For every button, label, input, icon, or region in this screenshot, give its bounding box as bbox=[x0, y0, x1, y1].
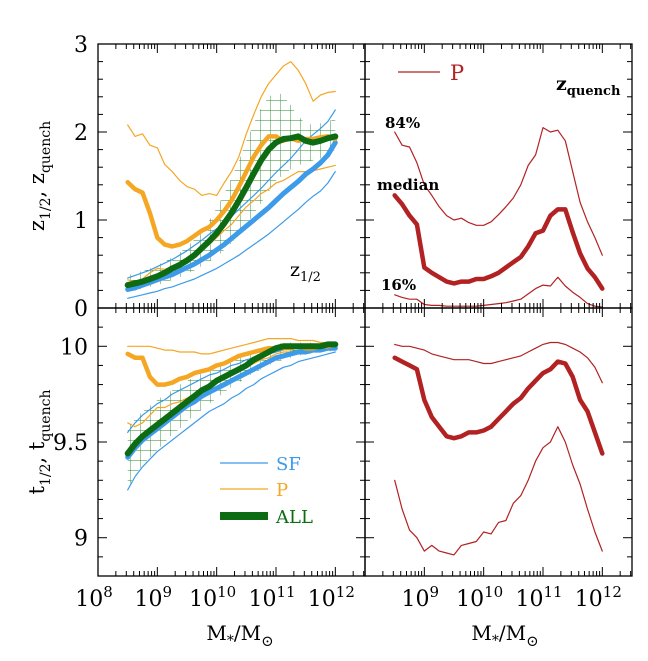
xlabel-m: M bbox=[471, 621, 491, 645]
xlabel-sun: ⊙ bbox=[526, 632, 539, 650]
x-tick-base: 10 bbox=[135, 587, 163, 612]
y-axis-label: z1/2, zquench bbox=[25, 121, 54, 231]
xlabel-slash: /M bbox=[234, 621, 261, 645]
y-tick-label: 0 bbox=[74, 297, 88, 322]
x-tick-label: 1011 bbox=[515, 583, 562, 612]
quench-p16-line bbox=[394, 426, 603, 556]
panel-top-left bbox=[124, 60, 339, 299]
all-median-line bbox=[124, 341, 339, 457]
x-tick-label: 1011 bbox=[248, 583, 295, 612]
quench-p84-line bbox=[394, 126, 603, 256]
xlabel-m: M bbox=[206, 621, 226, 645]
x-tick-label: 109 bbox=[402, 583, 440, 612]
sf-p16-line bbox=[127, 171, 336, 299]
x-tick-label: 1012 bbox=[575, 583, 622, 612]
y-axis-label: t1/2, tquench bbox=[25, 390, 54, 495]
y-axis-label-part: , bbox=[25, 457, 49, 464]
panel-frame bbox=[97, 43, 366, 309]
x-tick-label: 108 bbox=[75, 583, 113, 612]
panel-bottom-right bbox=[392, 341, 605, 556]
x-tick-base: 10 bbox=[402, 587, 430, 612]
median-label: median bbox=[377, 176, 439, 194]
x-tick-base: 10 bbox=[456, 587, 484, 612]
x-tick-label: 1012 bbox=[308, 583, 355, 612]
y-axis-label-part: t bbox=[25, 441, 49, 450]
z-half-label-main: z bbox=[290, 259, 300, 281]
x-tick-base: 10 bbox=[248, 587, 276, 612]
x-tick-exp: 12 bbox=[336, 583, 355, 601]
all-hatch-band bbox=[127, 92, 336, 292]
x-tick-label: 1010 bbox=[456, 583, 503, 612]
y-tick-label: 10 bbox=[60, 335, 88, 360]
x-tick-base: 10 bbox=[308, 587, 336, 612]
x-tick-exp: 8 bbox=[103, 583, 113, 601]
panel-top-right bbox=[392, 126, 605, 308]
z-quench-label: zquench bbox=[556, 73, 621, 99]
x-axis-label: M*/M⊙ bbox=[471, 621, 538, 650]
all-hatch-band bbox=[127, 342, 336, 488]
x-tick-base: 10 bbox=[75, 587, 103, 612]
quench-median-line bbox=[392, 355, 605, 456]
sf-median-line bbox=[125, 345, 338, 460]
y-axis-label-part: z bbox=[25, 173, 49, 184]
xlabel-star: * bbox=[492, 633, 499, 649]
y-axis-label-part: quench bbox=[38, 390, 54, 442]
pct16-label: 16% bbox=[381, 276, 416, 294]
x-tick-base: 10 bbox=[575, 587, 603, 612]
z-half-label: z1/2 bbox=[290, 259, 321, 285]
y-axis-label-part: 1/2 bbox=[38, 197, 54, 220]
legend-label-all: ALL bbox=[275, 507, 313, 528]
y-axis-label-part bbox=[25, 184, 49, 191]
x-tick-exp: 11 bbox=[276, 583, 295, 601]
xlabel-slash: /M bbox=[499, 621, 526, 645]
all-median-line bbox=[124, 133, 339, 289]
y-tick-label: 1 bbox=[74, 209, 88, 234]
xlabel-star: * bbox=[227, 633, 234, 649]
z-half-label-sub: 1/2 bbox=[300, 270, 321, 285]
x-tick-exp: 10 bbox=[217, 583, 236, 601]
sf-p16-line bbox=[127, 351, 336, 491]
y-tick-label: 9.5 bbox=[53, 431, 88, 456]
x-tick-base: 10 bbox=[189, 587, 217, 612]
y-tick-label: 3 bbox=[74, 33, 88, 58]
y-axis-label-part: quench bbox=[38, 121, 54, 173]
quench-p84-line bbox=[394, 341, 603, 384]
panel-bottom-left bbox=[124, 338, 339, 491]
z-quench-label-main: z bbox=[556, 73, 567, 95]
quench-median-line bbox=[392, 193, 605, 291]
p-p84-line bbox=[127, 60, 336, 196]
y-axis-label-part bbox=[25, 450, 49, 457]
pct84-label: 84% bbox=[385, 114, 420, 132]
legend-label-p: P bbox=[276, 480, 288, 501]
z-quench-label-sub: quench bbox=[567, 84, 621, 99]
y-tick-label: 2 bbox=[74, 121, 88, 146]
panel-frame bbox=[364, 307, 633, 577]
x-tick-base: 10 bbox=[515, 587, 543, 612]
y-axis-label-part: t bbox=[25, 485, 49, 494]
y-axis-label-part: z bbox=[25, 220, 49, 231]
legend-label-sf: SF bbox=[276, 454, 301, 475]
y-axis-label-part: 1/2 bbox=[38, 463, 54, 486]
y-tick-label: 9 bbox=[74, 527, 88, 552]
p-legend-label: P bbox=[450, 61, 464, 85]
x-tick-exp: 12 bbox=[603, 583, 622, 601]
xlabel-sun: ⊙ bbox=[261, 632, 274, 650]
x-tick-exp: 10 bbox=[484, 583, 503, 601]
x-tick-exp: 9 bbox=[430, 583, 440, 601]
quench-p16-line bbox=[394, 276, 603, 308]
x-tick-label: 109 bbox=[135, 583, 173, 612]
x-tick-label: 1010 bbox=[189, 583, 236, 612]
y-axis-label-part: , bbox=[25, 191, 49, 198]
x-tick-exp: 9 bbox=[163, 583, 173, 601]
x-axis-label: M*/M⊙ bbox=[206, 621, 273, 650]
p-p84-line bbox=[127, 338, 336, 355]
p-p16-line bbox=[127, 164, 336, 283]
x-tick-exp: 11 bbox=[543, 583, 562, 601]
sf-median-line bbox=[125, 140, 338, 292]
